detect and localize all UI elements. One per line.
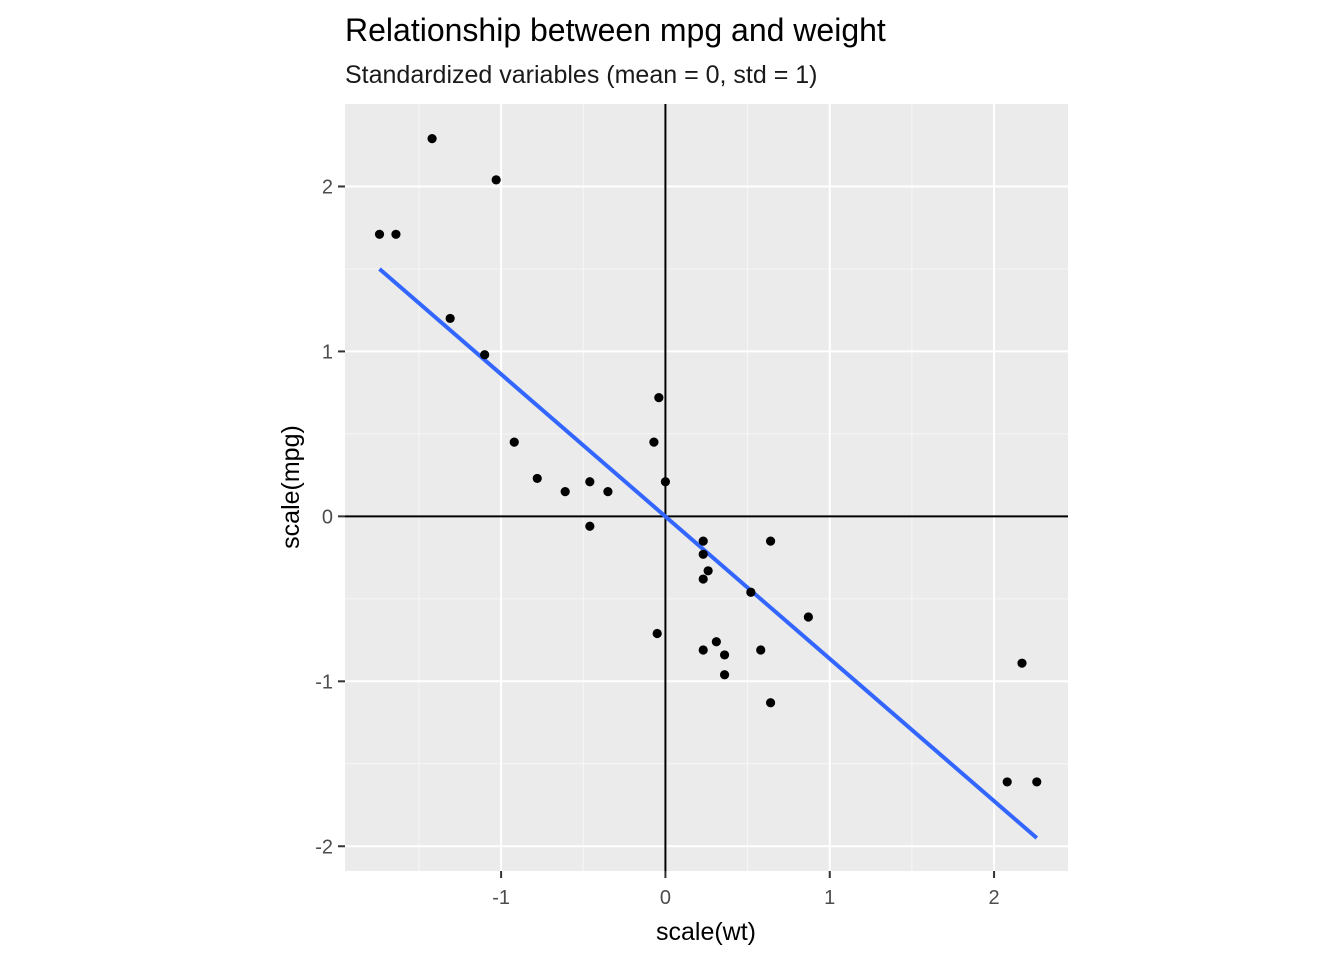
data-point (765, 698, 776, 708)
data-point (756, 645, 766, 655)
y-tick-label: -2 (315, 836, 333, 858)
y-tick-label: 2 (322, 176, 333, 198)
x-tick-label: 0 (660, 887, 671, 909)
y-axis-title: scale(mpg) (277, 425, 305, 549)
data-point (585, 521, 595, 531)
data-point (1017, 658, 1027, 668)
data-point (480, 350, 490, 360)
data-point (445, 313, 455, 324)
y-tick-label: -1 (315, 671, 333, 693)
data-point (1032, 777, 1042, 787)
data-point (765, 536, 776, 546)
data-point (654, 393, 664, 403)
minor-gridlines (345, 104, 1068, 871)
data-point (746, 587, 756, 597)
reference-lines (345, 104, 1068, 871)
data-point (427, 134, 437, 144)
data-point (719, 650, 730, 660)
data-point (374, 229, 385, 239)
data-point (698, 536, 708, 546)
x-tick-label: 2 (988, 887, 999, 909)
data-point (703, 566, 713, 576)
chart-subtitle: Standardized variables (mean = 0, std = … (345, 61, 818, 89)
data-point (803, 612, 813, 622)
data-points (374, 134, 1042, 787)
y-tick-label: 1 (322, 341, 333, 363)
x-tick-label: -1 (492, 887, 510, 909)
data-point (649, 437, 659, 447)
x-axis-title: scale(wt) (656, 918, 756, 946)
data-point (652, 628, 662, 639)
data-point (603, 487, 613, 497)
data-point (509, 437, 519, 447)
data-point (660, 477, 671, 487)
y-tick-label: 0 (322, 506, 333, 528)
chart-title: Relationship between mpg and weight (345, 12, 886, 48)
data-point (1002, 777, 1012, 787)
plot-panel (345, 104, 1068, 871)
data-point (719, 670, 730, 680)
data-point (532, 473, 542, 484)
axis-ticks: -1 0 1 2 -2 -1 0 1 2 (315, 176, 999, 909)
fit-line (378, 267, 1039, 840)
data-point (585, 477, 595, 487)
data-point (491, 175, 501, 185)
data-point (698, 645, 708, 655)
data-point (698, 574, 708, 584)
data-point (560, 487, 570, 497)
data-point (698, 549, 708, 559)
x-tick-label: 1 (824, 887, 835, 909)
data-point (711, 637, 721, 647)
fit-line-group (378, 267, 1039, 840)
data-point (391, 229, 401, 239)
